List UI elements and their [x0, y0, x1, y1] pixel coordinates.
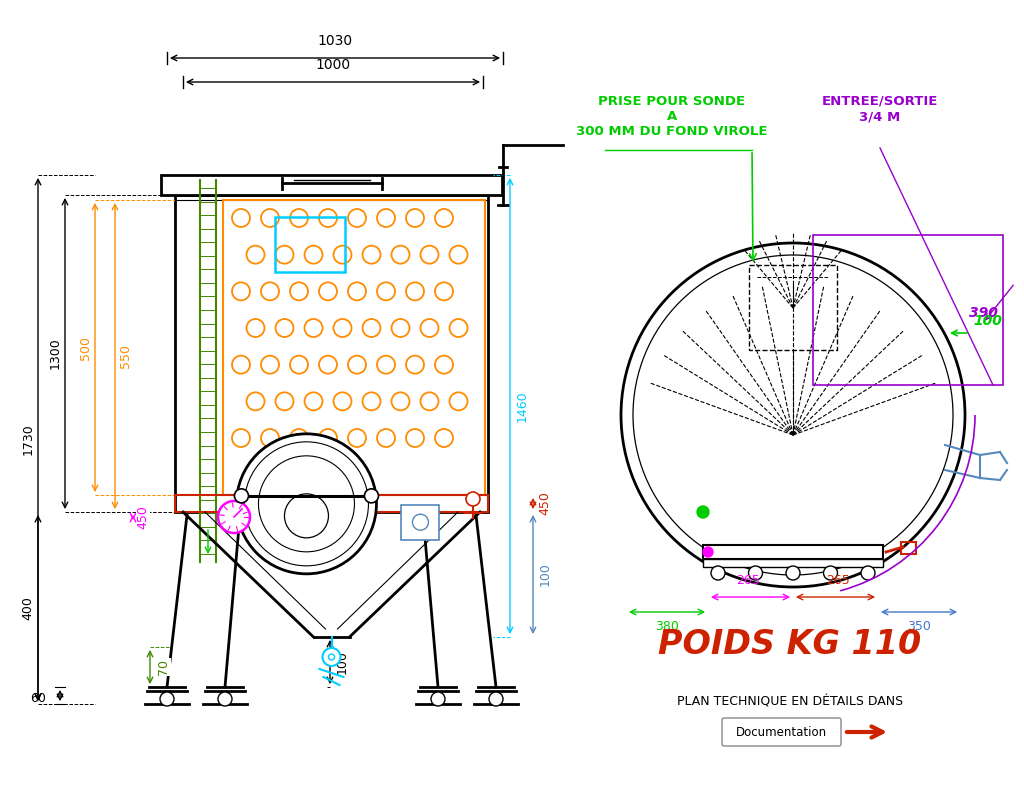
- Text: 1460: 1460: [515, 390, 528, 422]
- Bar: [703, 545, 883, 559]
- Text: 100: 100: [973, 314, 1001, 328]
- Text: 1030: 1030: [317, 34, 352, 48]
- Text: 390: 390: [969, 306, 997, 320]
- Circle shape: [621, 243, 965, 587]
- Circle shape: [323, 648, 341, 666]
- Text: 1000: 1000: [315, 58, 350, 72]
- Text: 265: 265: [826, 574, 850, 587]
- Circle shape: [160, 692, 174, 706]
- Circle shape: [234, 489, 249, 503]
- Circle shape: [711, 566, 725, 580]
- Text: 70: 70: [158, 659, 171, 675]
- Text: 550: 550: [119, 344, 131, 368]
- Text: PLAN TECHNIQUE EN DÉTAILS DANS: PLAN TECHNIQUE EN DÉTAILS DANS: [677, 695, 903, 709]
- Circle shape: [861, 566, 874, 580]
- Bar: [749, 265, 837, 350]
- Text: 265: 265: [736, 574, 760, 587]
- Bar: [175, 495, 488, 512]
- Circle shape: [218, 692, 232, 706]
- Text: PRISE POUR SONDE
A
300 MM DU FOND VIROLE: PRISE POUR SONDE A 300 MM DU FOND VIROLE: [577, 95, 768, 138]
- Circle shape: [703, 547, 713, 557]
- Circle shape: [218, 501, 250, 533]
- Circle shape: [365, 489, 379, 503]
- Bar: [161, 175, 502, 195]
- Bar: [223, 200, 485, 495]
- Text: 450: 450: [539, 491, 552, 515]
- Circle shape: [823, 566, 838, 580]
- Text: 1300: 1300: [48, 338, 61, 370]
- Text: 60: 60: [30, 693, 46, 706]
- Text: 450: 450: [136, 506, 150, 530]
- Bar: [901, 542, 916, 554]
- Text: 100: 100: [336, 650, 348, 674]
- Circle shape: [697, 506, 709, 518]
- Text: 400: 400: [22, 596, 35, 620]
- Text: 350: 350: [907, 620, 931, 633]
- Bar: [175, 195, 488, 512]
- Text: 380: 380: [655, 620, 679, 633]
- Text: 500: 500: [79, 335, 91, 359]
- Bar: [401, 506, 439, 540]
- Bar: [813, 235, 1002, 385]
- Text: 100: 100: [539, 562, 552, 586]
- Circle shape: [749, 566, 763, 580]
- Circle shape: [237, 434, 377, 574]
- Text: POIDS KG 110: POIDS KG 110: [658, 629, 922, 662]
- Circle shape: [489, 692, 503, 706]
- FancyBboxPatch shape: [722, 718, 841, 746]
- Bar: [703, 559, 883, 567]
- Text: Documentation: Documentation: [736, 726, 827, 738]
- Circle shape: [786, 566, 800, 580]
- Bar: [275, 217, 345, 272]
- Text: ENTREE/SORTIE
3/4 M: ENTREE/SORTIE 3/4 M: [822, 95, 938, 123]
- Circle shape: [466, 492, 480, 506]
- Text: 1730: 1730: [22, 424, 35, 455]
- Circle shape: [431, 692, 445, 706]
